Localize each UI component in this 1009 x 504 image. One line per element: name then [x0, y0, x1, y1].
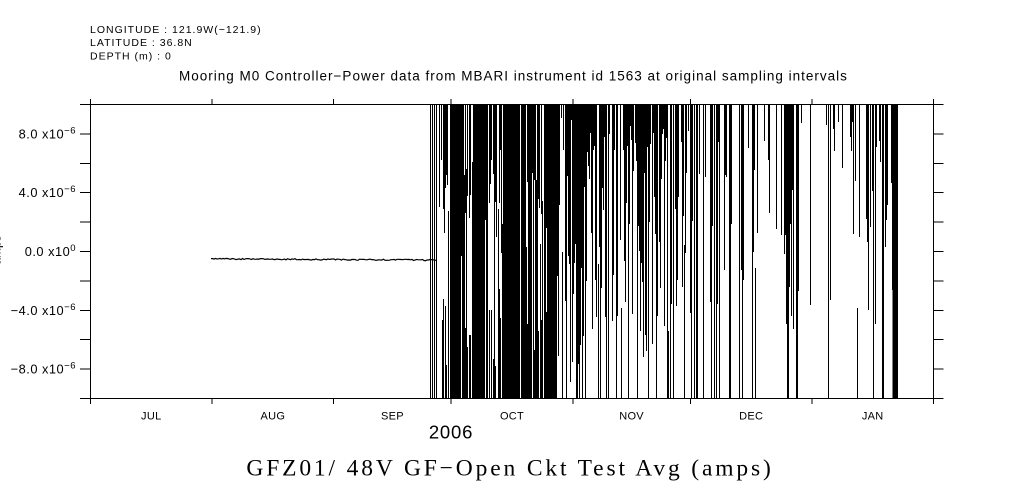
svg-text:LONGITUDE : 121.9W(−121.9): LONGITUDE : 121.9W(−121.9): [90, 24, 262, 36]
svg-text:DEC: DEC: [739, 411, 763, 423]
svg-text:amps: amps: [0, 235, 4, 264]
svg-text:OCT: OCT: [500, 411, 524, 423]
svg-text:JAN: JAN: [862, 411, 884, 423]
svg-text:JUL: JUL: [141, 411, 161, 423]
svg-text:0.0 x100: 0.0 x100: [25, 243, 76, 259]
svg-text:4.0 x10−6: 4.0 x10−6: [19, 184, 76, 200]
svg-text:DEPTH (m) : 0: DEPTH (m) : 0: [90, 50, 172, 62]
svg-text:2006: 2006: [429, 422, 473, 443]
svg-text:−4.0 x10−6: −4.0 x10−6: [11, 302, 76, 318]
svg-text:NOV: NOV: [619, 411, 644, 423]
svg-text:Mooring M0 Controller−Power da: Mooring M0 Controller−Power data from MB…: [179, 69, 848, 84]
svg-text:−8.0 x10−6: −8.0 x10−6: [11, 361, 76, 377]
svg-text:SEP: SEP: [381, 411, 404, 423]
svg-text:AUG: AUG: [260, 411, 285, 423]
svg-text:GFZ01/ 48V GF−Open Ckt Test Av: GFZ01/ 48V GF−Open Ckt Test Avg (amps): [246, 456, 773, 482]
svg-text:LATITUDE : 36.8N: LATITUDE : 36.8N: [90, 37, 193, 49]
svg-text:8.0 x10−6: 8.0 x10−6: [19, 125, 76, 141]
